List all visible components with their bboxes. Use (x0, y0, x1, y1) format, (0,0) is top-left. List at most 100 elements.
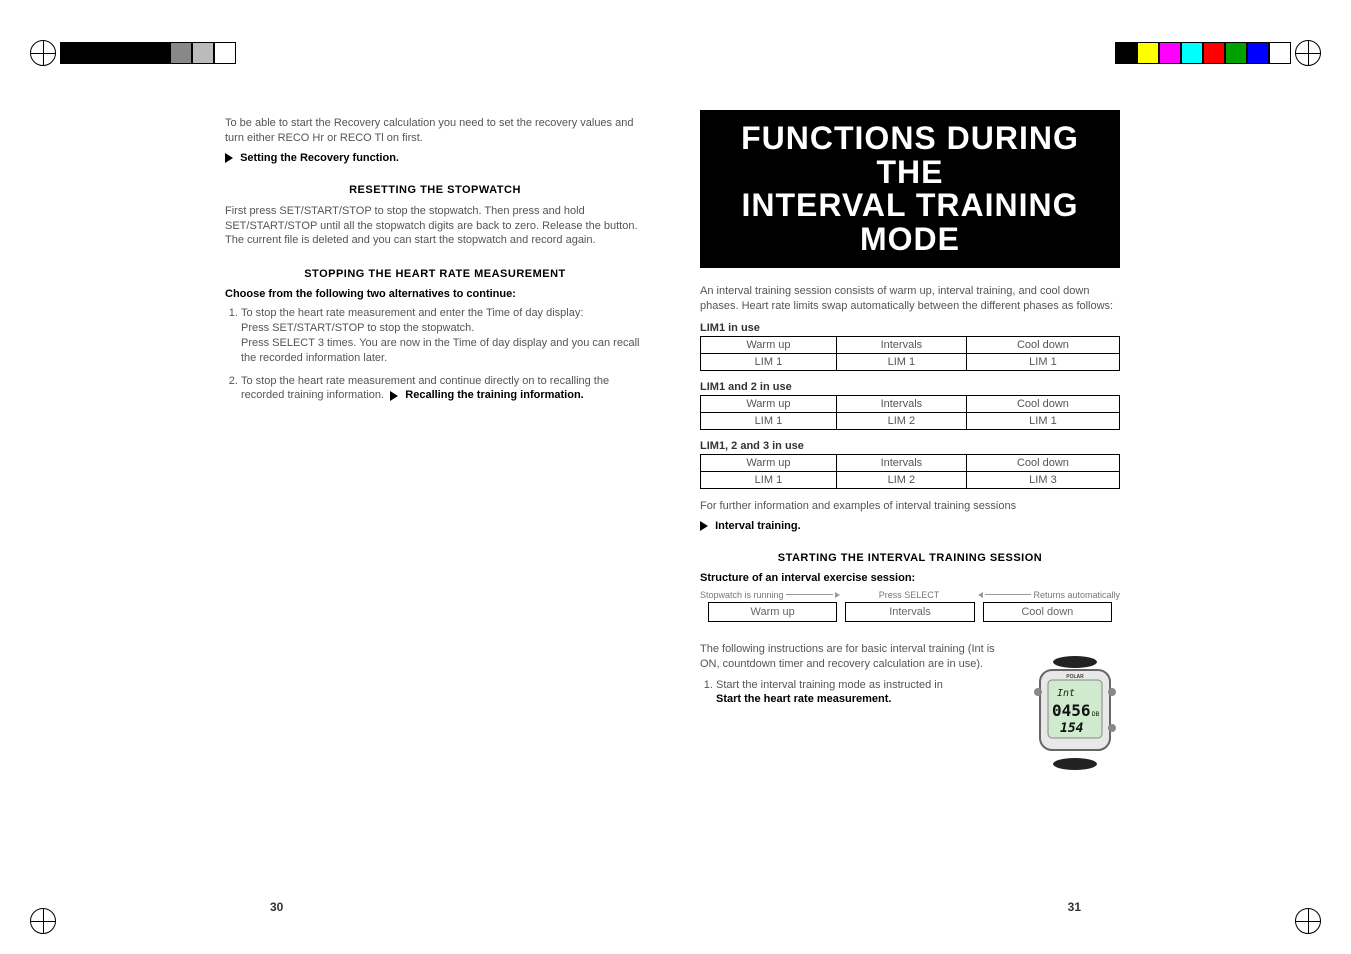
swatch (82, 42, 104, 64)
lim123-table: Warm upIntervalsCool down LIM 1LIM 2LIM … (700, 454, 1120, 489)
further-info: For further information and examples of … (700, 499, 1120, 514)
step1-line2: Press SET/START/STOP to stop the stopwat… (241, 322, 474, 334)
step1-line1: To stop the heart rate measurement and e… (241, 307, 583, 319)
xref-recall: Recalling the training information. (405, 389, 583, 401)
structure-row: Warm up Intervals Cool down (700, 602, 1120, 622)
intro-text: To be able to start the Recovery calcula… (225, 116, 645, 146)
step-2: To stop the heart rate measurement and c… (241, 374, 645, 404)
watch-line1: Int (1057, 688, 1075, 699)
arrow-left-icon (978, 592, 983, 598)
td: LIM 2 (836, 413, 966, 430)
swatch (60, 42, 82, 64)
th-intervals: Intervals (836, 455, 966, 472)
th-cooldown: Cool down (966, 396, 1119, 413)
structure-heading: Structure of an interval exercise sessio… (700, 572, 1120, 584)
registration-mark-icon (1295, 908, 1321, 934)
swatch (1159, 42, 1181, 64)
swatch (170, 42, 192, 64)
steps-list: To stop the heart rate measurement and e… (225, 306, 645, 403)
td: LIM 3 (966, 472, 1119, 489)
registration-mark-icon (1295, 40, 1321, 66)
xref-recovery: Setting the Recovery function. (225, 152, 645, 164)
lim12-label: LIM1 and 2 in use (700, 381, 1120, 393)
th-intervals: Intervals (836, 337, 966, 354)
td: LIM 1 (966, 354, 1119, 371)
swatch (1137, 42, 1159, 64)
xref-label: Interval training. (715, 520, 801, 532)
section-start-interval: STARTING THE INTERVAL TRAINING SESSION (700, 552, 1120, 564)
td: LIM 1 (836, 354, 966, 371)
page-number-right: 31 (1068, 900, 1081, 914)
page-right: FUNCTIONS DURING THE INTERVAL TRAINING M… (700, 110, 1120, 772)
td: LIM 1 (701, 354, 837, 371)
lim12-table: Warm upIntervalsCool down LIM 1LIM 2LIM … (700, 395, 1120, 430)
watch-illustration: POLAR Int 0456 DB 154 (1030, 652, 1120, 772)
th-warmup: Warm up (701, 396, 837, 413)
arrow-line-icon (985, 594, 1031, 595)
arrow-right-icon (835, 592, 840, 598)
page-number-left: 30 (270, 900, 283, 914)
lim1-label: LIM1 in use (700, 322, 1120, 334)
td: LIM 1 (966, 413, 1119, 430)
swatch (1225, 42, 1247, 64)
th-warmup: Warm up (701, 337, 837, 354)
reset-body: First press SET/START/STOP to stop the s… (225, 204, 645, 249)
triangle-icon (225, 153, 233, 163)
th-intervals: Intervals (836, 396, 966, 413)
intro-right: An interval training session consists of… (700, 284, 1120, 314)
th-warmup: Warm up (701, 455, 837, 472)
swatch (104, 42, 126, 64)
arrow-text: Returns automatically (1033, 590, 1120, 600)
step1-line3: Press SELECT 3 times. You are now in the… (241, 337, 639, 364)
swatch (126, 42, 148, 64)
start-step-1: Start the interval training mode as inst… (716, 678, 1000, 708)
swatch (214, 42, 236, 64)
following-text: The following instructions are for basic… (700, 642, 1000, 672)
step-1: To stop the heart rate measurement and e… (241, 306, 645, 365)
xref-label: Setting the Recovery function. (240, 152, 399, 164)
th-cooldown: Cool down (966, 337, 1119, 354)
lim123-label: LIM1, 2 and 3 in use (700, 440, 1120, 452)
color-swatches-left (60, 42, 236, 64)
struct-cooldown: Cool down (983, 602, 1112, 622)
page-left: To be able to start the Recovery calcula… (225, 110, 645, 411)
xref-start-hr: Start the heart rate measurement. (716, 693, 891, 705)
th-cooldown: Cool down (966, 455, 1119, 472)
color-swatches-right (1115, 42, 1291, 64)
print-bar-left (30, 40, 240, 66)
swatch (1247, 42, 1269, 64)
banner-line1: FUNCTIONS DURING THE (708, 122, 1112, 189)
banner-line2: INTERVAL TRAINING MODE (708, 189, 1112, 256)
section-reset-stopwatch: RESETTING THE STOPWATCH (225, 184, 645, 196)
td: LIM 2 (836, 472, 966, 489)
registration-mark-icon (30, 908, 56, 934)
step-text: Start the interval training mode as inst… (716, 679, 943, 691)
triangle-icon (390, 391, 398, 401)
arrow-labels: Stopwatch is running Press SELECT Return… (700, 590, 1120, 600)
struct-warmup: Warm up (708, 602, 837, 622)
watch-unit: DB (1092, 711, 1100, 718)
chapter-banner: FUNCTIONS DURING THE INTERVAL TRAINING M… (700, 110, 1120, 268)
start-steps: Start the interval training mode as inst… (700, 678, 1000, 708)
struct-intervals: Intervals (845, 602, 974, 622)
swatch (1269, 42, 1291, 64)
section-stop-hr: STOPPING THE HEART RATE MEASUREMENT (225, 268, 645, 280)
watch-line2: 0456 (1052, 701, 1091, 720)
watch-brand: POLAR (1066, 674, 1084, 680)
td: LIM 1 (701, 472, 837, 489)
arrow-line-icon (786, 594, 833, 595)
lim1-table: Warm upIntervalsCool down LIM 1LIM 1LIM … (700, 336, 1120, 371)
choose-heading: Choose from the following two alternativ… (225, 288, 645, 300)
triangle-icon (700, 521, 708, 531)
print-bar-right (1111, 40, 1321, 66)
arrow-text: Stopwatch is running (700, 590, 784, 600)
watch-line3: 154 (1060, 721, 1084, 736)
td: LIM 1 (701, 413, 837, 430)
xref-interval-training: Interval training. (700, 520, 1120, 532)
registration-mark-icon (30, 40, 56, 66)
swatch (1181, 42, 1203, 64)
arrow-text: Press SELECT (879, 590, 940, 600)
swatch (192, 42, 214, 64)
swatch (148, 42, 170, 64)
swatch (1203, 42, 1225, 64)
